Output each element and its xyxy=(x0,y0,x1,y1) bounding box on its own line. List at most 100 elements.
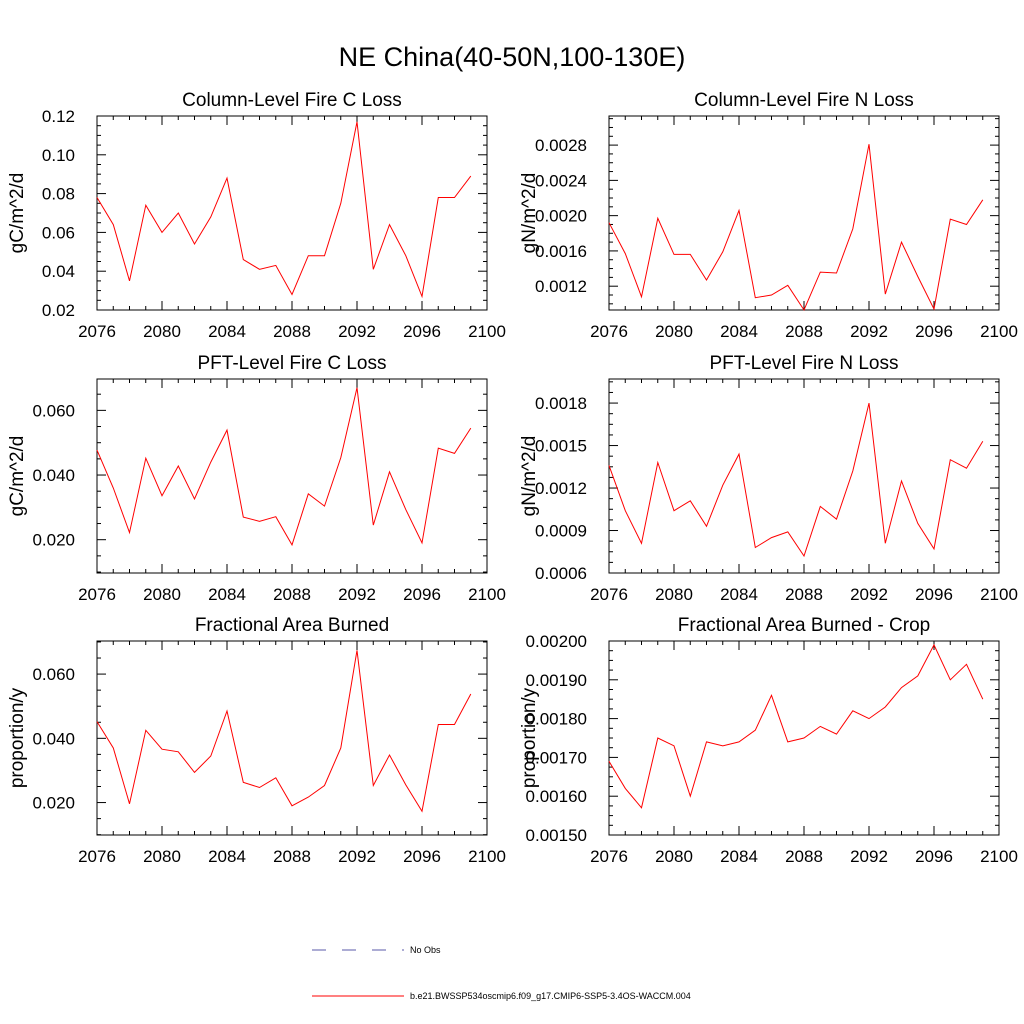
x-tick-label: 2096 xyxy=(915,585,953,604)
y-tick-label: 0.0006 xyxy=(535,564,587,583)
y-axis-label: gC/m^2/d xyxy=(7,173,28,254)
y-tick-label: 0.00160 xyxy=(526,787,587,806)
y-tick-label: 0.020 xyxy=(32,531,75,550)
y-tick-label: 0.0028 xyxy=(535,136,587,155)
plot-frame xyxy=(96,115,488,311)
x-tick-label: 2080 xyxy=(655,322,693,341)
plot-frame xyxy=(608,378,1000,574)
x-tick-label: 2076 xyxy=(78,585,116,604)
x-tick-label: 2076 xyxy=(78,847,116,866)
y-tick-label: 0.0009 xyxy=(535,522,587,541)
x-tick-label: 2088 xyxy=(785,585,823,604)
y-tick-label: 0.040 xyxy=(32,729,75,748)
x-tick-label: 2080 xyxy=(143,322,181,341)
y-tick-label: 0.00170 xyxy=(526,748,587,767)
y-tick-label: 0.0015 xyxy=(535,437,587,456)
y-tick-label: 0.00190 xyxy=(526,671,587,690)
y-tick-label: 0.02 xyxy=(42,301,75,320)
y-tick-label: 0.00180 xyxy=(526,710,587,729)
series-line xyxy=(96,121,472,299)
x-tick-label: 2084 xyxy=(720,585,758,604)
x-tick-label: 2084 xyxy=(720,847,758,866)
x-tick-label: 2084 xyxy=(720,322,758,341)
y-axis-label: gN/m^2/d xyxy=(519,436,540,517)
chart-title: Column-Level Fire N Loss xyxy=(694,90,914,111)
x-tick-label: 2096 xyxy=(403,322,441,341)
y-tick-label: 0.060 xyxy=(32,401,75,420)
x-tick-label: 2076 xyxy=(590,585,628,604)
x-tick-label: 2092 xyxy=(338,847,376,866)
legend-obs-label: No Obs xyxy=(410,945,441,955)
chart-title: PFT-Level Fire C Loss xyxy=(198,353,387,374)
x-tick-label: 2088 xyxy=(785,322,823,341)
y-tick-label: 0.10 xyxy=(42,146,75,165)
y-tick-label: 0.12 xyxy=(42,107,75,126)
x-tick-label: 2100 xyxy=(980,847,1018,866)
chart-panels: Column-Level Fire C Loss gC/m^2/d 2076 2080… xyxy=(7,90,1018,866)
chart-title: Fractional Area Burned xyxy=(195,615,389,636)
chart-panel-6: Fractional Area Burned - Crop proportion/… xyxy=(519,615,1018,866)
x-tick-label: 2076 xyxy=(590,847,628,866)
chart-title: Column-Level Fire C Loss xyxy=(182,90,402,111)
x-tick-label: 2084 xyxy=(208,322,246,341)
x-tick-label: 2096 xyxy=(915,847,953,866)
x-tick-label: 2080 xyxy=(655,585,693,604)
series-line xyxy=(96,387,472,547)
x-tick-label: 2076 xyxy=(590,322,628,341)
y-tick-label: 0.00150 xyxy=(526,826,587,845)
y-tick-label: 0.0020 xyxy=(535,207,587,226)
y-axis-label: proportion/y xyxy=(519,687,540,788)
y-tick-label: 0.00200 xyxy=(526,632,587,651)
page-title: NE China(40-50N,100-130E) xyxy=(339,42,686,72)
chart-title: PFT-Level Fire N Loss xyxy=(710,353,899,374)
chart-panel-2: Column-Level Fire N Loss gN/m^2/d 2076 2080… xyxy=(519,90,1018,341)
x-tick-label: 2080 xyxy=(143,585,181,604)
chart-panel-4: PFT-Level Fire N Loss gN/m^2/d 2076 2080 208… xyxy=(519,353,1018,604)
plot-frame xyxy=(608,115,1000,311)
y-axis-label: proportion/y xyxy=(7,687,28,788)
y-axis-label: gC/m^2/d xyxy=(7,436,28,517)
x-tick-label: 2096 xyxy=(403,847,441,866)
y-tick-label: 0.06 xyxy=(42,223,75,242)
x-tick-label: 2092 xyxy=(338,585,376,604)
y-tick-label: 0.0012 xyxy=(535,277,587,296)
x-tick-label: 2100 xyxy=(980,585,1018,604)
y-tick-label: 0.040 xyxy=(32,466,75,485)
x-tick-label: 2100 xyxy=(468,847,506,866)
x-tick-label: 2092 xyxy=(850,847,888,866)
x-tick-label: 2100 xyxy=(468,322,506,341)
x-tick-label: 2100 xyxy=(980,322,1018,341)
y-tick-label: 0.020 xyxy=(32,794,75,813)
x-tick-label: 2088 xyxy=(273,322,311,341)
series-line xyxy=(608,144,984,312)
y-axis-label: gN/m^2/d xyxy=(519,173,540,254)
y-tick-label: 0.0018 xyxy=(535,394,587,413)
chart-title: Fractional Area Burned - Crop xyxy=(678,615,930,636)
y-tick-label: 0.04 xyxy=(42,262,75,281)
x-tick-label: 2084 xyxy=(208,585,246,604)
legend: No Obs b.e21.BWSSP534oscmip6.f09_g17.CMI… xyxy=(312,945,691,1001)
series-line xyxy=(96,650,472,813)
x-tick-label: 2096 xyxy=(915,322,953,341)
legend-model-label: b.e21.BWSSP534oscmip6.f09_g17.CMIP6-SSP5… xyxy=(410,991,691,1001)
x-tick-label: 2088 xyxy=(785,847,823,866)
x-tick-label: 2092 xyxy=(850,585,888,604)
x-tick-label: 2100 xyxy=(468,585,506,604)
y-tick-label: 0.060 xyxy=(32,665,75,684)
x-tick-label: 2084 xyxy=(208,847,246,866)
x-tick-label: 2080 xyxy=(655,847,693,866)
x-tick-label: 2096 xyxy=(403,585,441,604)
chart-panel-5: Fractional Area Burned proportion/y 2076 20… xyxy=(7,615,506,866)
x-tick-label: 2092 xyxy=(338,322,376,341)
x-tick-label: 2076 xyxy=(78,322,116,341)
x-tick-label: 2092 xyxy=(850,322,888,341)
chart-panel-3: PFT-Level Fire C Loss gC/m^2/d 2076 2080 208… xyxy=(7,353,506,604)
series-line xyxy=(608,643,984,809)
y-tick-label: 0.0016 xyxy=(535,242,587,261)
y-tick-label: 0.08 xyxy=(42,185,75,204)
chart-panel-1: Column-Level Fire C Loss gC/m^2/d 2076 2080… xyxy=(7,90,506,341)
x-tick-label: 2080 xyxy=(143,847,181,866)
y-tick-label: 0.0012 xyxy=(535,479,587,498)
x-tick-label: 2088 xyxy=(273,847,311,866)
